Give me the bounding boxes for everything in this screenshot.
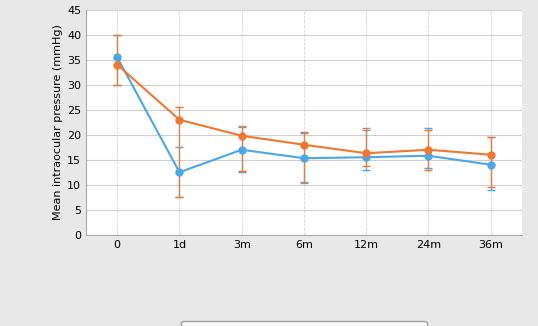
Legend: Ahmed-FP7, Baerveldt-350: Ahmed-FP7, Baerveldt-350 — [181, 321, 427, 326]
Y-axis label: Mean intraocular pressure (mmHg): Mean intraocular pressure (mmHg) — [53, 24, 63, 220]
